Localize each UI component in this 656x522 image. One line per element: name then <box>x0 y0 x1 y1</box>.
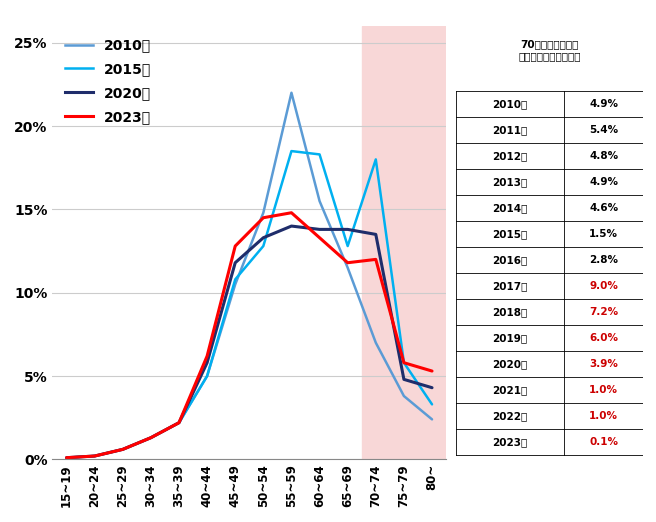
Text: 7.2%: 7.2% <box>589 307 618 317</box>
Text: 2017年: 2017年 <box>493 281 528 291</box>
Text: 2010年: 2010年 <box>493 99 528 109</box>
2015年 <box>62 455 70 461</box>
2010年 <box>203 373 211 379</box>
Text: 2016年: 2016年 <box>493 255 528 265</box>
Text: 2018年: 2018年 <box>493 307 528 317</box>
Text: 70代以上の経営者
の割合の前年比増加率: 70代以上の経営者 の割合の前年比増加率 <box>518 39 581 62</box>
2015年 <box>203 373 211 379</box>
2023年 <box>344 259 352 266</box>
Text: 2020年: 2020年 <box>493 359 528 369</box>
2020年 <box>287 223 295 229</box>
2010年 <box>232 281 239 288</box>
Text: 2011年: 2011年 <box>493 125 528 135</box>
Text: 0.1%: 0.1% <box>589 437 618 447</box>
Text: 2.8%: 2.8% <box>589 255 618 265</box>
2020年 <box>259 234 267 241</box>
2020年 <box>91 453 98 459</box>
2015年 <box>91 453 98 459</box>
2023年 <box>175 420 183 426</box>
2010年 <box>147 434 155 441</box>
Text: 2022年: 2022年 <box>493 411 528 421</box>
Line: 2015年: 2015年 <box>66 151 432 458</box>
2023年 <box>203 353 211 359</box>
2010年 <box>344 265 352 271</box>
2023年 <box>372 256 380 263</box>
2010年 <box>91 453 98 459</box>
2010年 <box>400 393 408 399</box>
2020年 <box>428 385 436 391</box>
Bar <box>361 26 446 459</box>
Text: 4.9%: 4.9% <box>589 177 618 187</box>
2015年 <box>428 401 436 408</box>
2015年 <box>400 360 408 366</box>
Text: 4.8%: 4.8% <box>589 151 618 161</box>
2010年 <box>119 446 127 453</box>
Text: 4.6%: 4.6% <box>589 203 618 213</box>
2023年 <box>232 243 239 249</box>
2023年 <box>259 215 267 221</box>
Text: 2023年: 2023年 <box>493 437 528 447</box>
Text: 2012年: 2012年 <box>493 151 528 161</box>
Bar <box>456 91 643 455</box>
2015年 <box>232 276 239 282</box>
2020年 <box>203 360 211 366</box>
2020年 <box>344 226 352 232</box>
Text: 2021年: 2021年 <box>493 385 528 395</box>
2023年 <box>287 210 295 216</box>
2020年 <box>232 259 239 266</box>
2010年 <box>259 210 267 216</box>
2023年 <box>428 368 436 374</box>
2020年 <box>147 434 155 441</box>
Line: 2023年: 2023年 <box>66 213 432 458</box>
2020年 <box>119 446 127 453</box>
2023年 <box>316 234 323 241</box>
2023年 <box>62 455 70 461</box>
2010年 <box>372 340 380 346</box>
2015年 <box>344 243 352 249</box>
2015年 <box>287 148 295 154</box>
Text: 4.9%: 4.9% <box>589 99 618 109</box>
Text: 9.0%: 9.0% <box>589 281 618 291</box>
2020年 <box>62 455 70 461</box>
2010年 <box>428 416 436 422</box>
2010年 <box>62 455 70 461</box>
Line: 2020年: 2020年 <box>66 226 432 458</box>
2015年 <box>316 151 323 158</box>
2023年 <box>147 434 155 441</box>
2010年 <box>287 90 295 96</box>
Text: 5.4%: 5.4% <box>589 125 618 135</box>
2020年 <box>400 376 408 383</box>
Legend: 2010年, 2015年, 2020年, 2023年: 2010年, 2015年, 2020年, 2023年 <box>60 33 157 129</box>
Text: 2019年: 2019年 <box>493 333 527 343</box>
2023年 <box>91 453 98 459</box>
2015年 <box>119 446 127 453</box>
2020年 <box>372 231 380 238</box>
2015年 <box>259 243 267 249</box>
2015年 <box>175 420 183 426</box>
2010年 <box>316 198 323 204</box>
2020年 <box>316 226 323 232</box>
2015年 <box>147 434 155 441</box>
Text: 1.0%: 1.0% <box>589 411 618 421</box>
Line: 2010年: 2010年 <box>66 93 432 458</box>
2023年 <box>400 360 408 366</box>
2023年 <box>119 446 127 453</box>
Text: 2015年: 2015年 <box>493 229 528 239</box>
2010年 <box>175 420 183 426</box>
2015年 <box>372 156 380 162</box>
Text: 1.5%: 1.5% <box>589 229 618 239</box>
Text: 1.0%: 1.0% <box>589 385 618 395</box>
Text: 2014年: 2014年 <box>493 203 528 213</box>
Text: 2013年: 2013年 <box>493 177 528 187</box>
2020年 <box>175 420 183 426</box>
Text: 6.0%: 6.0% <box>589 333 618 343</box>
Text: 3.9%: 3.9% <box>589 359 618 369</box>
